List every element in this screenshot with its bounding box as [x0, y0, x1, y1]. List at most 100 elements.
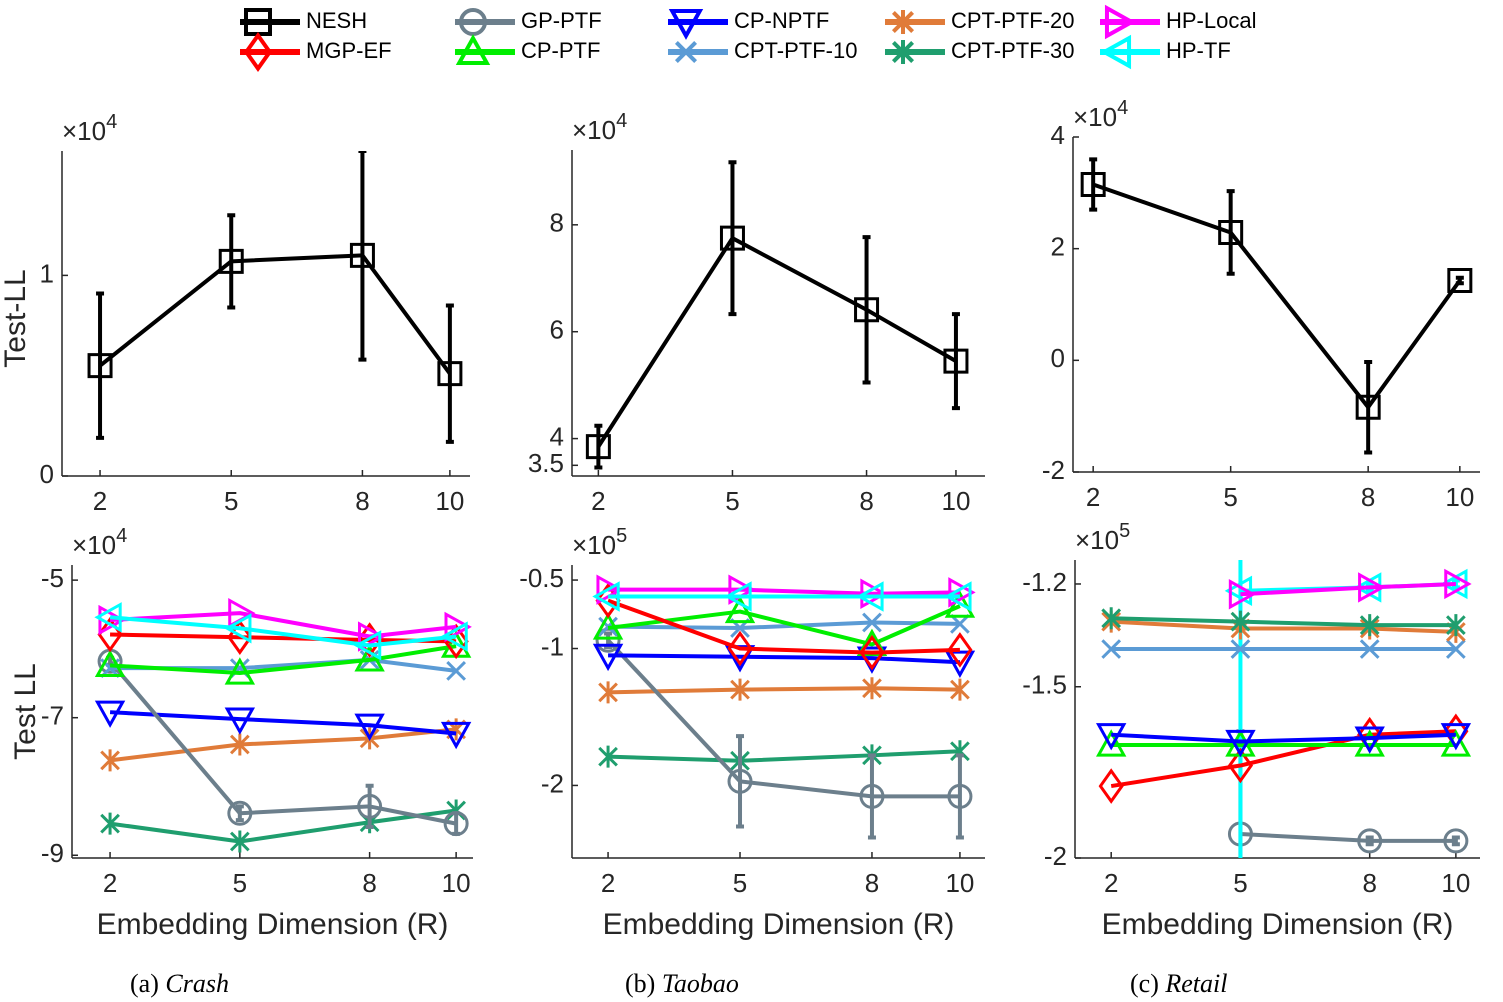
y-tick-label: -2	[541, 768, 564, 798]
legend-marker	[455, 34, 491, 66]
x-tick-label: 8	[865, 868, 879, 898]
series-line	[607, 604, 961, 647]
y-scale-base: ×10	[572, 115, 616, 145]
marker	[94, 700, 126, 728]
marker	[1359, 614, 1380, 637]
legend-marker	[244, 8, 272, 36]
error-bar	[867, 753, 876, 840]
marker	[224, 657, 256, 685]
marker	[944, 590, 976, 618]
y-tick-label: -9	[41, 838, 64, 868]
legend-item: GP-PTF	[455, 8, 602, 36]
y-tick-label: 4	[1051, 120, 1065, 150]
legend-label: GP-PTF	[521, 8, 602, 33]
marker	[727, 768, 753, 794]
y-scale: ×104	[1073, 97, 1128, 132]
y-tick-label: -7	[41, 701, 64, 731]
legend-item: HP-TF	[1100, 34, 1231, 70]
y-scale-exponent: 4	[106, 111, 117, 133]
marker	[730, 678, 750, 701]
error-bar	[736, 734, 745, 829]
marker	[1227, 821, 1253, 847]
legend-label: CP-NPTF	[734, 8, 829, 33]
marker	[592, 643, 624, 672]
marker	[229, 733, 250, 756]
error-bar	[227, 213, 236, 310]
legend-item: CPT-PTF-30	[885, 38, 1074, 64]
caption: (a) Crash	[130, 969, 229, 998]
legend-marker	[243, 31, 273, 73]
marker	[224, 613, 252, 644]
marker	[1080, 171, 1106, 197]
marker	[229, 830, 250, 853]
legend-item: HP-Local	[1100, 4, 1256, 40]
marker	[947, 632, 973, 668]
y-scale: ×105	[1075, 520, 1130, 555]
series	[97, 616, 469, 660]
series-line	[109, 644, 457, 675]
series	[1101, 639, 1466, 659]
x-tick-label: 10	[442, 868, 471, 898]
marker	[218, 248, 244, 274]
marker	[592, 581, 620, 612]
marker	[859, 634, 885, 671]
marker	[97, 648, 123, 674]
marker	[1095, 729, 1127, 757]
y-tick-label: -1.2	[1022, 567, 1067, 597]
series	[1095, 723, 1472, 758]
y-scale-base: ×10	[62, 116, 106, 146]
subplot: -9 -7 -5 2 5 8 10 ×104 Test LL Embedding Dimensio…	[9, 525, 473, 941]
marker	[585, 434, 611, 460]
y-tick-label: -1.5	[1022, 670, 1067, 700]
legend-marker	[674, 40, 698, 64]
y-tick-label: 6	[550, 315, 564, 345]
marker	[1098, 768, 1124, 804]
series-line	[1111, 732, 1456, 744]
marker	[1224, 575, 1253, 607]
legend-label: NESH	[306, 8, 367, 33]
error-bar	[594, 423, 603, 470]
legend-label: CP-PTF	[521, 38, 600, 63]
caption-label: (c)	[1130, 969, 1159, 998]
series-line	[608, 653, 961, 665]
series-line	[109, 727, 457, 763]
series-line	[1092, 182, 1462, 410]
legend-item: CP-PTF	[455, 34, 600, 66]
error-bar	[1238, 560, 1243, 858]
marker	[440, 721, 472, 750]
x-tick-label: 8	[859, 486, 873, 516]
y-tick-label: 8	[550, 208, 564, 238]
y-scale-base: ×10	[1073, 102, 1117, 132]
x-tick-label: 10	[1445, 482, 1474, 512]
marker	[1446, 639, 1466, 659]
marker	[1440, 729, 1472, 757]
legend-marker	[668, 8, 704, 40]
marker	[1355, 394, 1381, 420]
marker	[862, 612, 882, 633]
y-tick-label: -2	[1044, 841, 1067, 871]
subplot: 0 1 2 5 8 10 ×104 Test-LL	[0, 111, 470, 516]
y-tick-label: 0	[40, 459, 54, 489]
series-line	[1240, 832, 1456, 843]
caption: (c) Retail	[1130, 969, 1227, 998]
x-tick-label: 5	[233, 868, 247, 898]
y-tick-label: -5	[41, 563, 64, 593]
error-bar	[358, 151, 367, 362]
error-bar	[1364, 360, 1373, 455]
caption-name: Crash	[165, 969, 229, 998]
y-axis-label: Test LL	[9, 663, 42, 760]
x-tick-label: 10	[1441, 868, 1470, 898]
error-bar	[1089, 157, 1098, 212]
marker	[947, 783, 973, 809]
series-line	[607, 598, 960, 655]
marker	[1358, 572, 1386, 603]
series-line	[596, 236, 957, 448]
series	[100, 799, 466, 853]
marker	[353, 630, 382, 661]
x-tick-label: 2	[93, 486, 107, 516]
